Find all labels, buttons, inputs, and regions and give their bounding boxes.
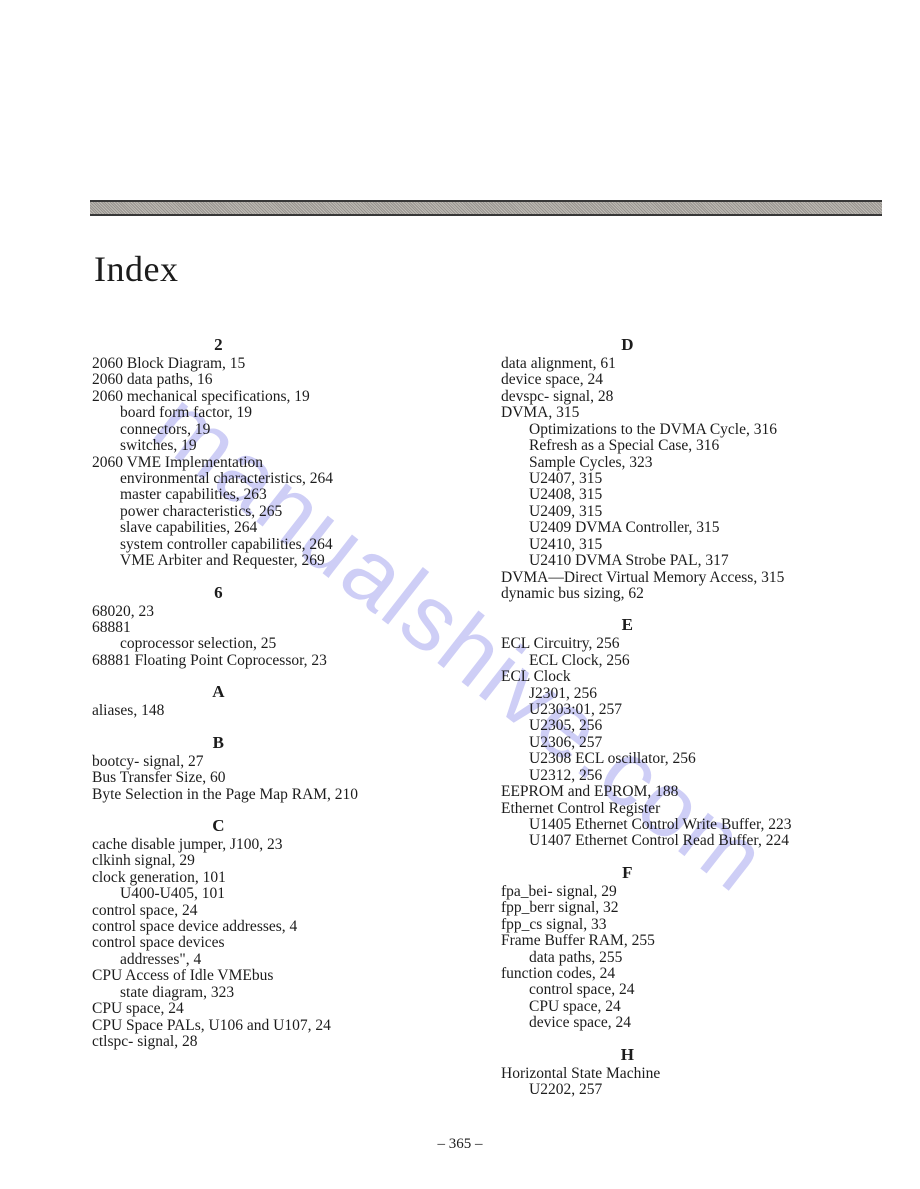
index-entry: clkinh signal, 29 xyxy=(92,853,453,869)
index-subentry: U2410 DVMA Strobe PAL, 317 xyxy=(501,553,862,569)
index-section-heading: C xyxy=(92,817,345,835)
index-entry: 2060 VME Implementation xyxy=(92,455,453,471)
index-entry: fpp_cs signal, 33 xyxy=(501,917,862,933)
index-subentry: U2305, 256 xyxy=(501,718,862,734)
index-subentry: U1405 Ethernet Control Write Buffer, 223 xyxy=(501,817,862,833)
index-entry: fpp_berr signal, 32 xyxy=(501,900,862,916)
index-entry: control space, 24 xyxy=(92,903,453,919)
page: Index manualshive.com 22060 Block Diagra… xyxy=(0,0,920,1189)
index-entry: clock generation, 101 xyxy=(92,870,453,886)
index-subentry: U2409 DVMA Controller, 315 xyxy=(501,520,862,536)
index-subentry: environmental characteristics, 264 xyxy=(92,471,453,487)
index-section-heading: D xyxy=(501,336,754,354)
index-entry: 68881 xyxy=(92,620,453,636)
index-entry: devspc- signal, 28 xyxy=(501,389,862,405)
index-subentry: U2303:01, 257 xyxy=(501,702,862,718)
index-entry: Frame Buffer RAM, 255 xyxy=(501,933,862,949)
index-subentry: master capabilities, 263 xyxy=(92,487,453,503)
index-section-heading: 6 xyxy=(92,584,345,602)
index-entry: 2060 data paths, 16 xyxy=(92,372,453,388)
index-entry: 2060 Block Diagram, 15 xyxy=(92,356,453,372)
index-entry: dynamic bus sizing, 62 xyxy=(501,586,862,602)
index-entry: CPU Space PALs, U106 and U107, 24 xyxy=(92,1018,453,1034)
index-subentry: Refresh as a Special Case, 316 xyxy=(501,438,862,454)
index-subentry: system controller capabilities, 264 xyxy=(92,537,453,553)
index-entry: Ethernet Control Register xyxy=(501,801,862,817)
index-subentry: device space, 24 xyxy=(501,1015,862,1031)
page-number: – 365 – xyxy=(0,1136,920,1153)
index-entry: CPU space, 24 xyxy=(92,1001,453,1017)
index-subentry: board form factor, 19 xyxy=(92,405,453,421)
index-column-right: Ddata alignment, 61device space, 24devsp… xyxy=(501,336,862,1099)
index-subentry: CPU space, 24 xyxy=(501,999,862,1015)
index-entry: 68020, 23 xyxy=(92,604,453,620)
index-subentry: U1407 Ethernet Control Read Buffer, 224 xyxy=(501,833,862,849)
index-entry: Byte Selection in the Page Map RAM, 210 xyxy=(92,787,453,803)
index-subentry: ECL Clock, 256 xyxy=(501,653,862,669)
index-subentry: U400-U405, 101 xyxy=(92,886,453,902)
index-entry: DVMA, 315 xyxy=(501,405,862,421)
index-subentry: U2312, 256 xyxy=(501,768,862,784)
index-entry: Horizontal State Machine xyxy=(501,1066,862,1082)
index-subentry: state diagram, 323 xyxy=(92,985,453,1001)
index-entry: function codes, 24 xyxy=(501,966,862,982)
index-section-heading: 2 xyxy=(92,336,345,354)
index-subentry: slave capabilities, 264 xyxy=(92,520,453,536)
index-columns: 2 2060 Block Diagram, 152060 data paths, … xyxy=(92,336,862,1099)
index-subentry: U2409, 315 xyxy=(501,504,862,520)
index-entry: aliases, 148 xyxy=(92,703,453,719)
index-subentry: control space, 24 xyxy=(501,982,862,998)
index-subentry: U2202, 257 xyxy=(501,1082,862,1098)
index-subentry: U2410, 315 xyxy=(501,537,862,553)
index-subentry: U2408, 315 xyxy=(501,487,862,503)
index-section-heading: H xyxy=(501,1046,754,1064)
index-entry: device space, 24 xyxy=(501,372,862,388)
index-entry: control space device addresses, 4 xyxy=(92,919,453,935)
index-subentry: J2301, 256 xyxy=(501,686,862,702)
index-subentry: addresses", 4 xyxy=(92,952,453,968)
index-section-heading: B xyxy=(92,734,345,752)
index-entry: bootcy- signal, 27 xyxy=(92,754,453,770)
index-entry: cache disable jumper, J100, 23 xyxy=(92,837,453,853)
index-entry: control space devices xyxy=(92,935,453,951)
index-column-left: 2 2060 Block Diagram, 152060 data paths, … xyxy=(92,336,453,1099)
index-entry: DVMA—Direct Virtual Memory Access, 315 xyxy=(501,570,862,586)
index-entry: Bus Transfer Size, 60 xyxy=(92,770,453,786)
index-entry: ECL Circuitry, 256 xyxy=(501,636,862,652)
index-subentry: VME Arbiter and Requester, 269 xyxy=(92,553,453,569)
index-entry: 68881 Floating Point Coprocessor, 23 xyxy=(92,653,453,669)
index-subentry: Sample Cycles, 323 xyxy=(501,455,862,471)
index-subentry: coprocessor selection, 25 xyxy=(92,636,453,652)
divider-top xyxy=(90,200,882,216)
index-subentry: switches, 19 xyxy=(92,438,453,454)
index-subentry: U2308 ECL oscillator, 256 xyxy=(501,751,862,767)
index-section-heading: A xyxy=(92,683,345,701)
index-entry: CPU Access of Idle VMEbus xyxy=(92,968,453,984)
index-entry: ctlspc- signal, 28 xyxy=(92,1034,453,1050)
index-entry: fpa_bei- signal, 29 xyxy=(501,884,862,900)
index-section-heading: E xyxy=(501,616,754,634)
index-subentry: connectors, 19 xyxy=(92,422,453,438)
index-entry: ECL Clock xyxy=(501,669,862,685)
index-entry: 2060 mechanical specifications, 19 xyxy=(92,389,453,405)
index-subentry: power characteristics, 265 xyxy=(92,504,453,520)
index-section-heading: F xyxy=(501,864,754,882)
index-subentry: Optimizations to the DVMA Cycle, 316 xyxy=(501,422,862,438)
index-subentry: U2407, 315 xyxy=(501,471,862,487)
index-subentry: data paths, 255 xyxy=(501,950,862,966)
index-entry: data alignment, 61 xyxy=(501,356,862,372)
index-entry: EEPROM and EPROM, 188 xyxy=(501,784,862,800)
index-subentry: U2306, 257 xyxy=(501,735,862,751)
page-title: Index xyxy=(94,248,178,290)
